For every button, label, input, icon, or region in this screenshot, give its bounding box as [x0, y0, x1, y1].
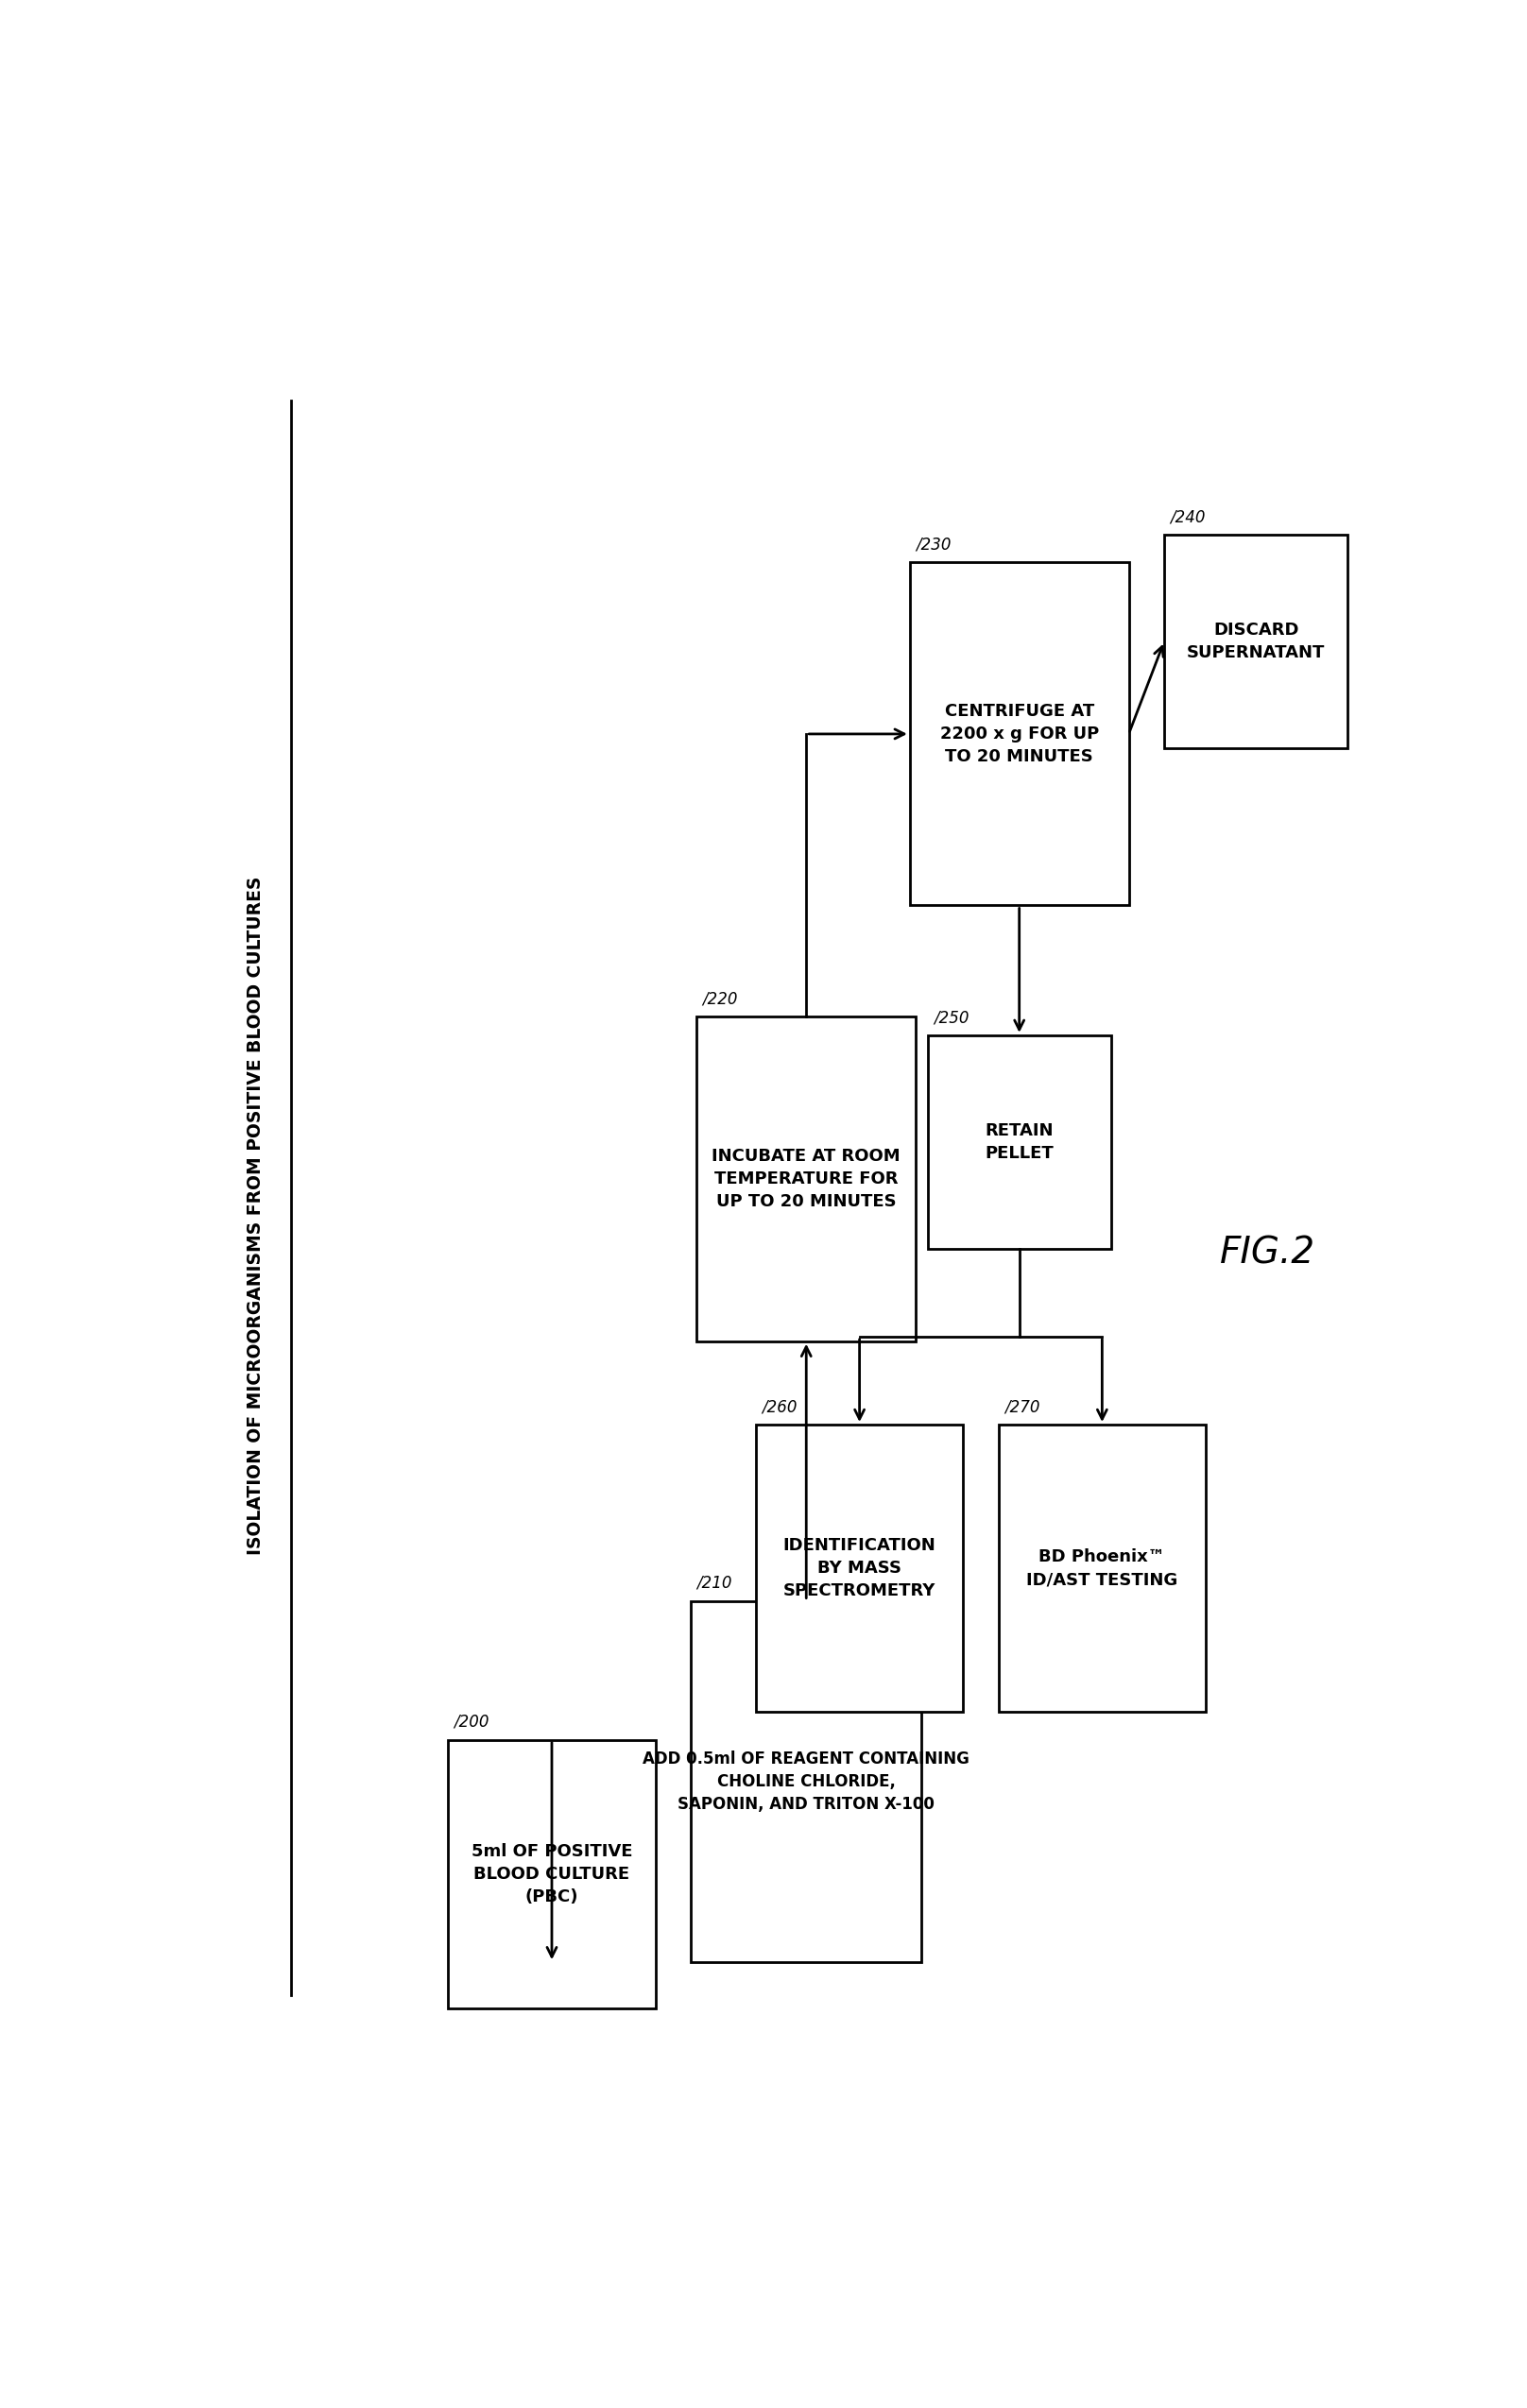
Text: DISCARD
SUPERNATANT: DISCARD SUPERNATANT: [1186, 621, 1325, 662]
Text: /200: /200: [454, 1714, 490, 1731]
Text: IDENTIFICATION
BY MASS
SPECTROMETRY: IDENTIFICATION BY MASS SPECTROMETRY: [783, 1536, 936, 1599]
Text: /210: /210: [696, 1575, 733, 1592]
Text: /250: /250: [933, 1009, 970, 1026]
Text: 5ml OF POSITIVE
BLOOD CULTURE
(PBC): 5ml OF POSITIVE BLOOD CULTURE (PBC): [472, 1842, 632, 1905]
Text: ISOLATION OF MICROORGANISMS FROM POSITIVE BLOOD CULTURES: ISOLATION OF MICROORGANISMS FROM POSITIV…: [247, 877, 266, 1556]
Text: ADD 0.5ml OF REAGENT CONTAINING
CHOLINE CHLORIDE,
SAPONIN, AND TRITON X-100: ADD 0.5ml OF REAGENT CONTAINING CHOLINE …: [643, 1751, 970, 1813]
FancyBboxPatch shape: [756, 1426, 964, 1712]
Text: RETAIN
PELLET: RETAIN PELLET: [985, 1122, 1054, 1161]
FancyBboxPatch shape: [999, 1426, 1206, 1712]
Text: /260: /260: [762, 1399, 797, 1416]
Text: /240: /240: [1170, 508, 1206, 525]
Text: BD Phoenix™
ID/AST TESTING: BD Phoenix™ ID/AST TESTING: [1026, 1548, 1177, 1589]
Text: /220: /220: [702, 990, 738, 1007]
FancyBboxPatch shape: [449, 1741, 655, 2008]
FancyBboxPatch shape: [910, 563, 1128, 905]
FancyBboxPatch shape: [927, 1035, 1112, 1247]
Text: /230: /230: [916, 537, 951, 554]
Text: INCUBATE AT ROOM
TEMPERATURE FOR
UP TO 20 MINUTES: INCUBATE AT ROOM TEMPERATURE FOR UP TO 2…: [712, 1149, 901, 1211]
FancyBboxPatch shape: [1164, 535, 1348, 749]
Text: CENTRIFUGE AT
2200 x g FOR UP
TO 20 MINUTES: CENTRIFUGE AT 2200 x g FOR UP TO 20 MINU…: [939, 703, 1099, 766]
FancyBboxPatch shape: [690, 1601, 922, 1963]
Text: /270: /270: [1005, 1399, 1040, 1416]
FancyBboxPatch shape: [696, 1016, 916, 1341]
Text: FIG.2: FIG.2: [1220, 1235, 1316, 1271]
